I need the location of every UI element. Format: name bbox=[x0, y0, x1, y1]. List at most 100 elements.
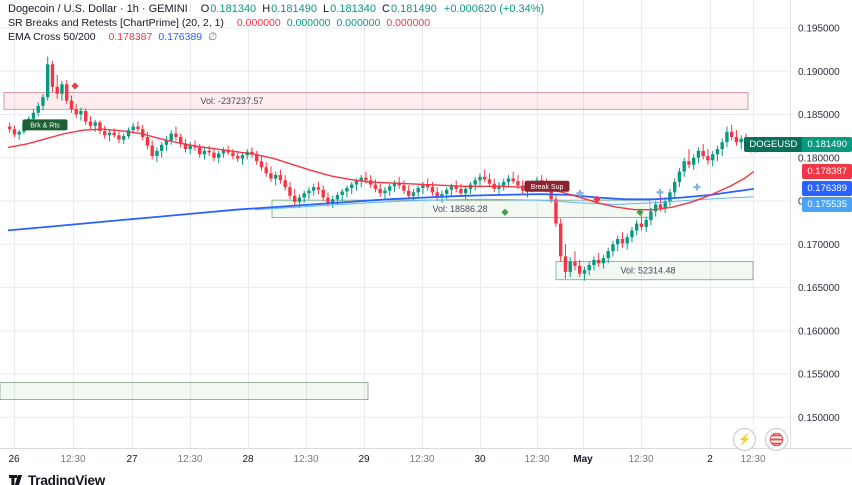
candle-body bbox=[563, 256, 568, 272]
ema-indicator-values: 0.178387 0.176389 ∅ bbox=[103, 30, 218, 44]
candle-body bbox=[283, 180, 287, 188]
sr-indicator-title[interactable]: SR Breaks and Retests [ChartPrime] (20, … bbox=[8, 17, 224, 29]
diamond-marker bbox=[636, 208, 644, 216]
candle-body bbox=[383, 190, 387, 194]
ema50-line bbox=[7, 128, 755, 211]
price-tick-label: 0.165000 bbox=[798, 283, 840, 294]
ohlc-letter: L bbox=[323, 3, 330, 15]
candle-body bbox=[84, 111, 88, 122]
time-tick-label: 12:30 bbox=[409, 454, 435, 465]
price-tick-label: 0.170000 bbox=[798, 240, 840, 251]
sr-level-price-tag[interactable]: 0.175535 bbox=[802, 197, 852, 213]
sentiment-button[interactable] bbox=[765, 428, 788, 451]
candle-body bbox=[649, 211, 653, 221]
ema50-price-tag[interactable]: 0.178387 bbox=[802, 164, 852, 180]
time-tick-label: 12:30 bbox=[740, 454, 766, 465]
candle-body bbox=[625, 237, 629, 244]
candle-body bbox=[255, 154, 259, 162]
support-zone-bottom bbox=[0, 382, 369, 400]
candle-body bbox=[739, 138, 743, 143]
candle-body bbox=[578, 265, 582, 274]
candle-body bbox=[725, 131, 729, 143]
price-tick-label: 0.185000 bbox=[798, 110, 840, 121]
candle-body bbox=[440, 194, 444, 198]
candle-body bbox=[734, 136, 739, 143]
candle-body bbox=[212, 152, 216, 158]
time-tick-label: 12:30 bbox=[524, 454, 550, 465]
candle-body bbox=[388, 186, 392, 191]
price-axis[interactable]: DOGEUSD 0.181490 0.178387 0.176389 0.175535 bbox=[722, 0, 852, 448]
time-tick-label: May bbox=[573, 454, 593, 465]
indicator-value: 0.000000 bbox=[386, 17, 431, 29]
candle-body bbox=[8, 126, 12, 130]
tradingview-logo[interactable]: TradingView bbox=[8, 473, 105, 485]
indicator-value: 0.000000 bbox=[286, 17, 331, 29]
candle-body bbox=[402, 185, 406, 191]
candle-body bbox=[340, 191, 344, 195]
candle-body bbox=[639, 223, 644, 227]
candle-body bbox=[74, 109, 78, 115]
time-axis[interactable]: 26 12:30 27 12:30 28 12:30 29 12:30 30 12:30 May 12… bbox=[0, 448, 852, 475]
candle-body bbox=[378, 188, 382, 194]
candle-body bbox=[459, 188, 463, 194]
diamond-marker bbox=[501, 208, 509, 216]
candle-body bbox=[231, 152, 235, 157]
candle-body bbox=[416, 188, 420, 193]
candle-body bbox=[606, 251, 610, 259]
ohlc-values: O0.181340 H0.181490 L0.181340 C0.181490 bbox=[195, 2, 437, 16]
ema-indicator-title[interactable]: EMA Cross 50/200 bbox=[8, 31, 96, 43]
candle-body bbox=[411, 192, 416, 196]
candle-body bbox=[12, 129, 17, 135]
candle-body bbox=[677, 171, 682, 182]
candle-body bbox=[240, 155, 245, 159]
ohlc-value: 0.181340 bbox=[210, 3, 257, 15]
candle-body bbox=[487, 179, 492, 184]
price-tick-label: 0.190000 bbox=[798, 67, 840, 78]
candle-body bbox=[169, 133, 173, 141]
ohlc-letter: H bbox=[262, 3, 271, 15]
candle-body bbox=[421, 184, 425, 189]
candle-body bbox=[217, 153, 221, 158]
candle-body bbox=[701, 150, 705, 157]
candle-body bbox=[426, 184, 430, 188]
candle-body bbox=[278, 175, 283, 181]
lightning-trade-button[interactable]: ⚡ bbox=[733, 428, 756, 451]
candle-body bbox=[506, 178, 511, 182]
candle-body bbox=[445, 189, 449, 195]
ema200-price-tag[interactable]: 0.176389 bbox=[802, 181, 852, 197]
candle-body bbox=[207, 150, 211, 153]
price-tick-label: 0.160000 bbox=[798, 326, 840, 337]
candle-body bbox=[307, 190, 311, 194]
candle-body bbox=[483, 176, 487, 180]
time-tick-label: 12:30 bbox=[628, 454, 654, 465]
cross-marker bbox=[693, 183, 701, 191]
last-price-tag[interactable]: DOGEUSD 0.181490 bbox=[744, 137, 852, 153]
candle-body bbox=[65, 84, 69, 101]
candle-body bbox=[663, 201, 667, 208]
tag-symbol-text: DOGEUSD bbox=[744, 137, 803, 153]
candle-body bbox=[435, 192, 439, 198]
symbol-title[interactable]: Dogecoin / U.S. Dollar · 1h · GEMINI bbox=[8, 3, 188, 15]
candle-body bbox=[302, 193, 306, 198]
time-tick-label: 27 bbox=[126, 454, 138, 465]
candle-body bbox=[516, 181, 520, 186]
candle-body bbox=[174, 133, 178, 137]
candle-body bbox=[88, 121, 93, 126]
break-label-badge bbox=[22, 119, 68, 131]
chart-canvas[interactable]: 0.1950000.1900000.1850000.1800000.175000… bbox=[0, 0, 852, 448]
change-value: +0.000620 (+0.34%) bbox=[443, 3, 545, 15]
break-label-badge bbox=[524, 180, 570, 192]
candle-body bbox=[354, 181, 359, 185]
candle-body bbox=[673, 181, 677, 193]
zone-volume-label: Vol: 52314.48 bbox=[620, 266, 675, 276]
candle-body bbox=[36, 105, 40, 113]
candle-body bbox=[573, 261, 577, 266]
candle-body bbox=[582, 270, 587, 274]
zone-volume-label: Vol: 18586.28 bbox=[432, 204, 487, 214]
candle-body bbox=[473, 180, 477, 185]
candle-body bbox=[202, 150, 207, 155]
candle-body bbox=[597, 259, 601, 264]
candle-body bbox=[160, 144, 164, 151]
candle-body bbox=[79, 111, 83, 115]
sr-indicator-values: 0.000000 0.000000 0.000000 0.000000 bbox=[231, 16, 430, 30]
